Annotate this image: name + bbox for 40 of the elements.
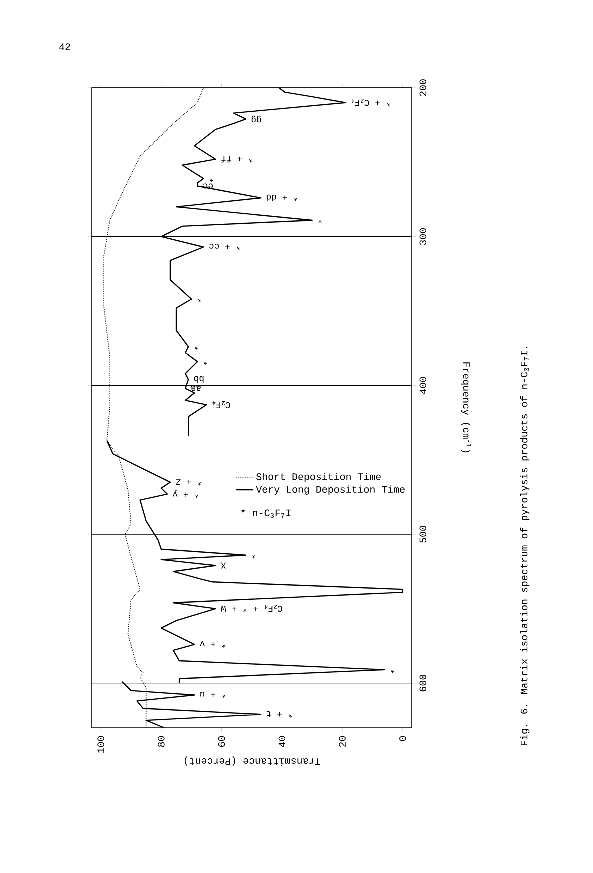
annotation: * + u [200, 692, 226, 699]
annotation: * + cc [210, 244, 240, 251]
annotation: * [204, 362, 208, 366]
caption: Fig. 6. Matrix isolation spectrum of pyrolysis products of n-C$_{3}$F$_{7}$I. [520, 346, 530, 746]
text: 42 [60, 44, 70, 50]
y-tick-label: 400 [420, 377, 427, 394]
annotation: * [194, 347, 198, 350]
annotation: * [198, 299, 202, 303]
y-tick-label: 600 [420, 674, 427, 692]
x-axis-title: Transmittance (Percent) [184, 756, 320, 766]
annotation: * + ff [222, 156, 252, 163]
annotation: C$_{2}$F$_{4}$ [212, 402, 230, 409]
x-tick-label: 40 [278, 736, 286, 748]
annotation: * + dd [267, 194, 298, 202]
x-tick-label: 20 [339, 736, 346, 748]
y-tick-label: 200 [420, 80, 427, 96]
annotation: bb [194, 376, 204, 384]
annotation: * + v [200, 641, 226, 648]
annotation: * + C$_{2}$F$_{4}$ [352, 99, 390, 107]
x-tick-label: 100 [98, 736, 104, 753]
x-tick-label: 60 [218, 736, 226, 748]
legend-label: Very Long Deposition Time [256, 486, 405, 495]
annotation: * [318, 220, 322, 224]
annotation: gg [252, 116, 262, 123]
annotation: * [252, 555, 256, 559]
annotation: * [210, 178, 214, 182]
y-tick-label: 300 [420, 228, 427, 246]
annotation: * n-C$_{3}$F$_{7}$I [242, 509, 291, 518]
annotation: aa [191, 386, 201, 392]
annotation: C$_{2}$F$_{4}$ + * + W [220, 605, 282, 613]
annotation: * + Z [176, 479, 202, 486]
annotation: * [391, 670, 394, 674]
y-tick-label: 500 [420, 526, 427, 543]
legend-label: Short Deposition Time [256, 473, 382, 482]
annotation: * + y [172, 490, 198, 499]
y-axis-title: Frequency (cm$^{-1}$) [461, 362, 472, 453]
x-tick-label: 80 [158, 736, 165, 748]
annotation: X [221, 562, 226, 569]
x-tick-label: 0 [400, 736, 406, 742]
annotation: * + t [267, 711, 292, 718]
